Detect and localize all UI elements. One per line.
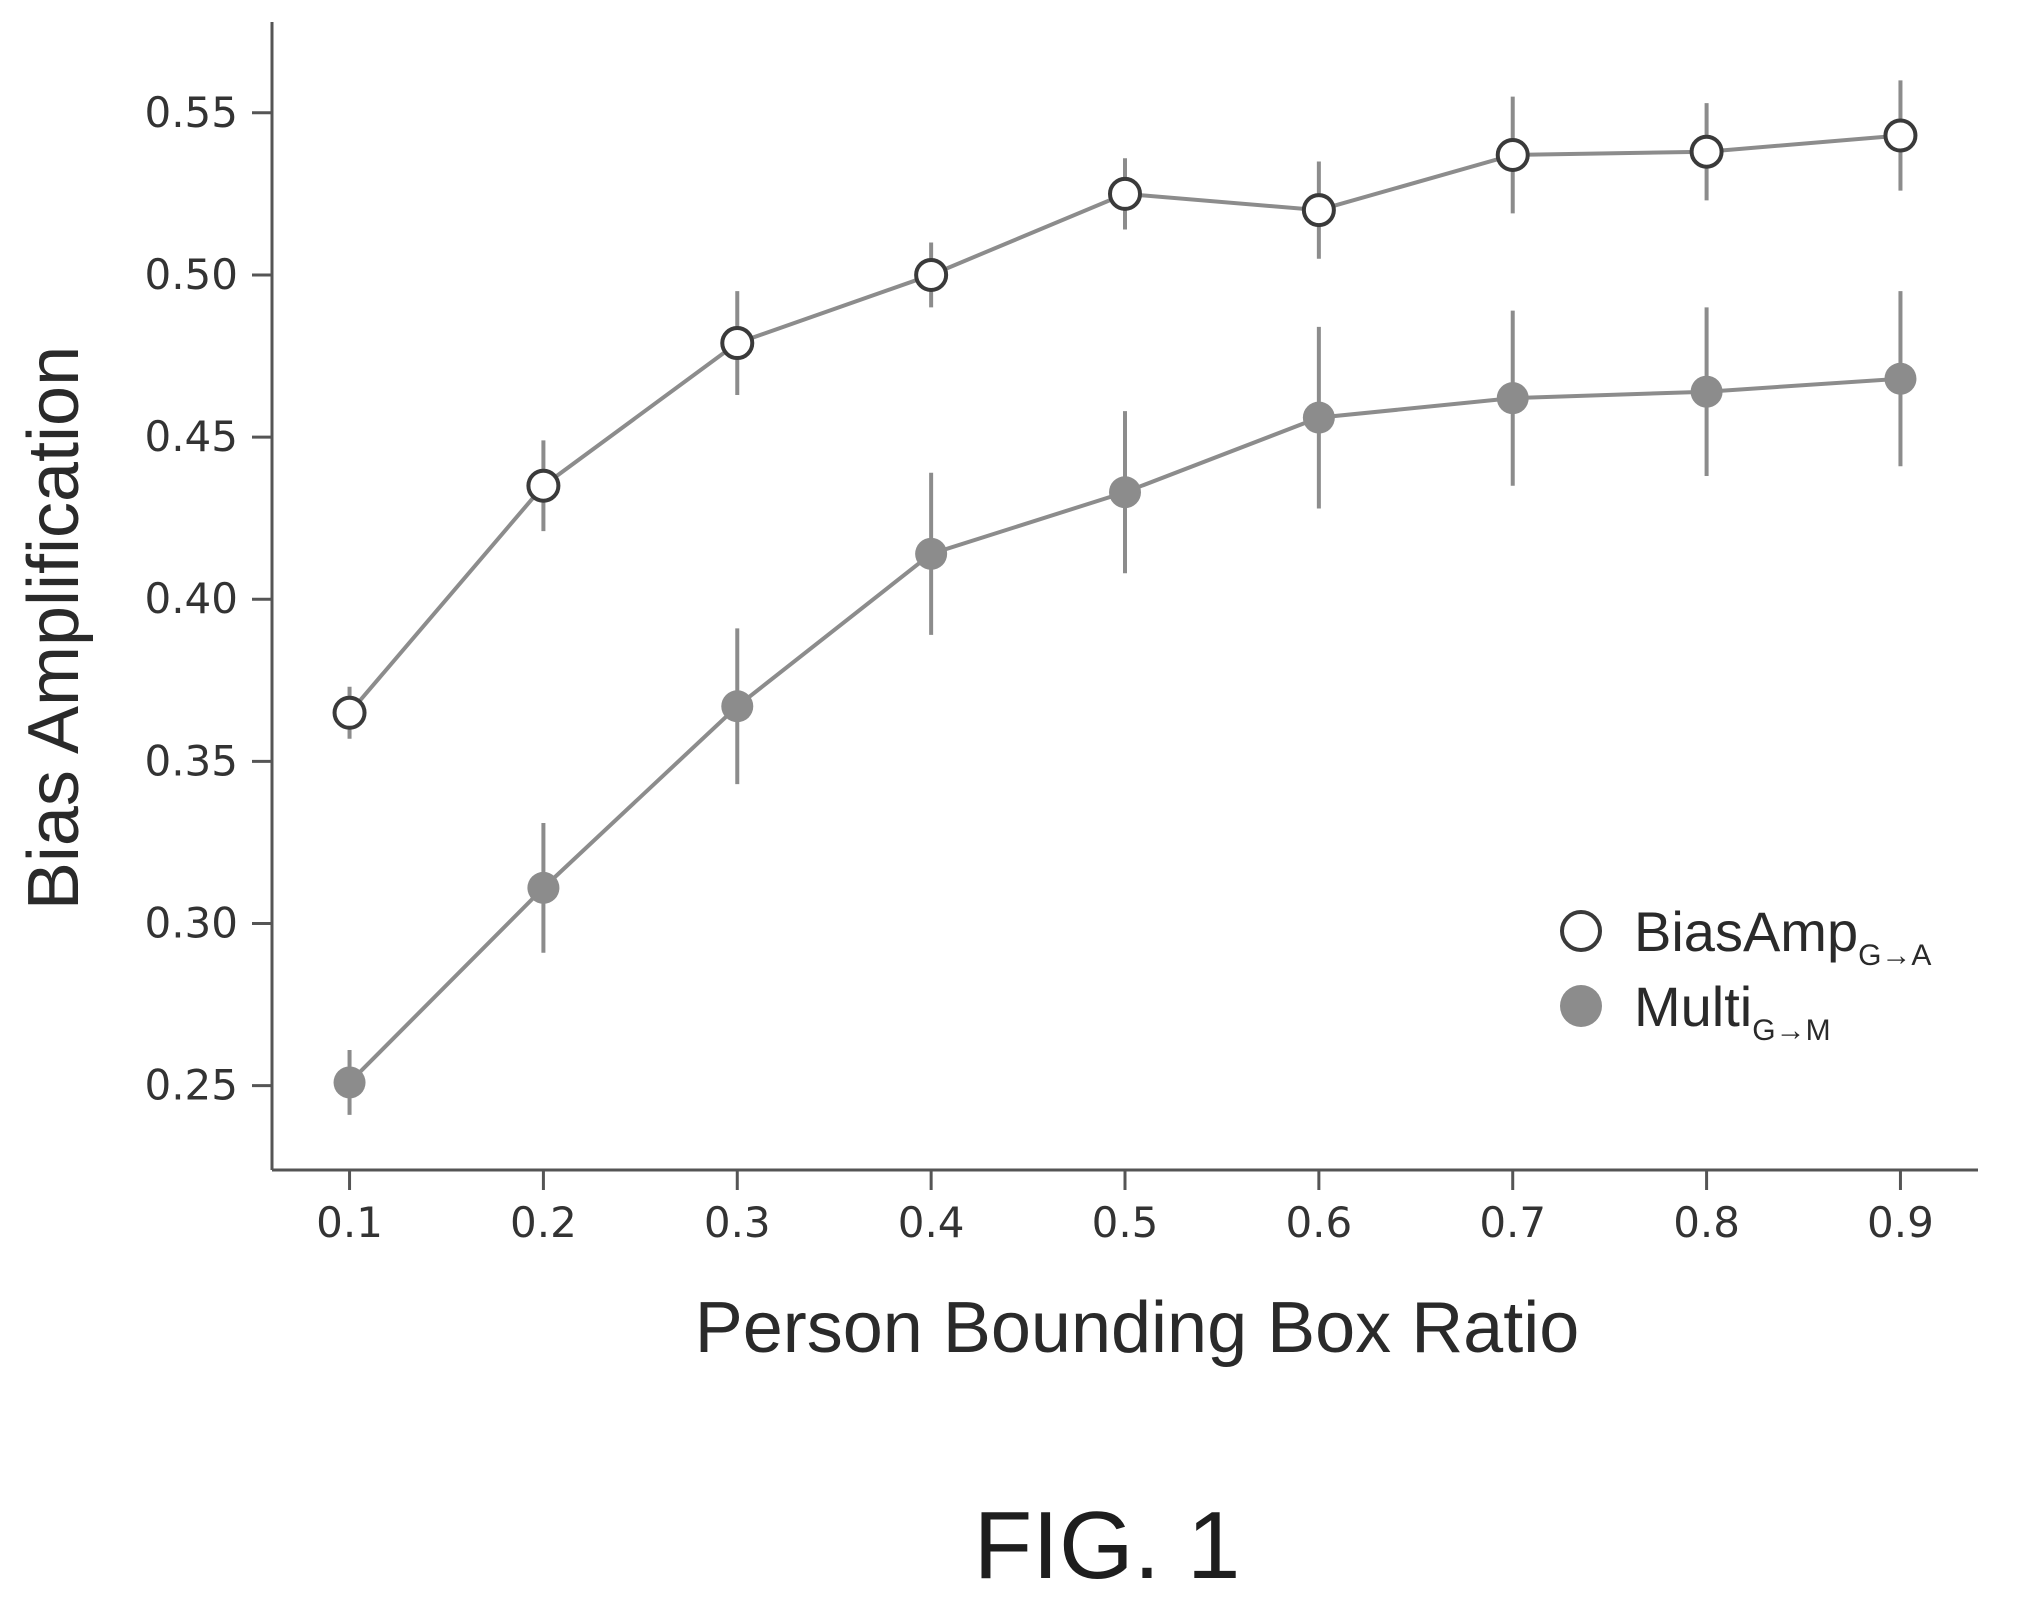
y-tick-label: 0.30 — [144, 899, 238, 948]
x-tick-label: 0.6 — [1285, 1198, 1352, 1247]
data-point-biasamp — [720, 326, 755, 361]
legend-marker-biasamp — [1560, 910, 1602, 952]
x-tick-label: 0.5 — [1092, 1198, 1159, 1247]
data-point-multi — [915, 537, 948, 570]
series-multi — [333, 291, 1917, 1115]
data-point-biasamp — [1108, 176, 1142, 211]
x-tick-label: 0.9 — [1867, 1198, 1934, 1247]
legend-label-multi: MultiG→M — [1634, 975, 1831, 1047]
x-ticks: 0.1 0.2 0.3 0.4 0.5 0.6 0.7 0.8 0.9 — [316, 1170, 1934, 1247]
data-point-multi — [1302, 401, 1335, 434]
data-point-multi — [527, 871, 560, 904]
data-point-biasamp — [526, 468, 561, 503]
data-point-biasamp — [1495, 137, 1530, 172]
y-tick-label: 0.50 — [144, 250, 238, 299]
legend-label-biasamp: BiasAmpG→A — [1634, 900, 1931, 972]
data-point-biasamp — [1689, 134, 1724, 169]
legend: BiasAmpG→A MultiG→M — [1560, 900, 1931, 1047]
data-point-multi — [1109, 476, 1141, 509]
y-axis-title: Bias Amplification — [14, 346, 94, 910]
data-point-biasamp — [332, 695, 367, 730]
data-point-multi — [721, 690, 754, 723]
x-tick-label: 0.8 — [1673, 1198, 1740, 1247]
y-tick-label: 0.40 — [144, 574, 238, 623]
y-ticks: 0.25 0.30 0.35 0.40 0.45 0.50 0.55 — [144, 88, 272, 1110]
data-point-biasamp — [1883, 118, 1918, 153]
x-tick-label: 0.3 — [704, 1198, 771, 1247]
series-layer — [332, 80, 1918, 1115]
x-tick-label: 0.4 — [898, 1198, 965, 1247]
data-point-biasamp — [1301, 193, 1336, 228]
data-point-multi — [1884, 362, 1917, 395]
data-point-biasamp — [914, 257, 949, 292]
data-point-multi — [1690, 375, 1723, 408]
legend-marker-multi — [1560, 985, 1602, 1027]
y-tick-label: 0.55 — [144, 88, 238, 137]
data-point-multi — [1496, 382, 1529, 415]
y-tick-label: 0.45 — [144, 412, 238, 461]
data-point-multi — [333, 1066, 366, 1099]
y-tick-label: 0.35 — [144, 736, 238, 785]
y-tick-label: 0.25 — [144, 1061, 238, 1110]
figure-label: FIG. 1 — [974, 1492, 1241, 1599]
x-tick-label: 0.7 — [1479, 1198, 1546, 1247]
x-tick-label: 0.1 — [316, 1198, 383, 1247]
x-tick-label: 0.2 — [510, 1198, 577, 1247]
series-biasamp — [332, 80, 1918, 739]
x-axis-title: Person Bounding Box Ratio — [695, 1288, 1580, 1368]
